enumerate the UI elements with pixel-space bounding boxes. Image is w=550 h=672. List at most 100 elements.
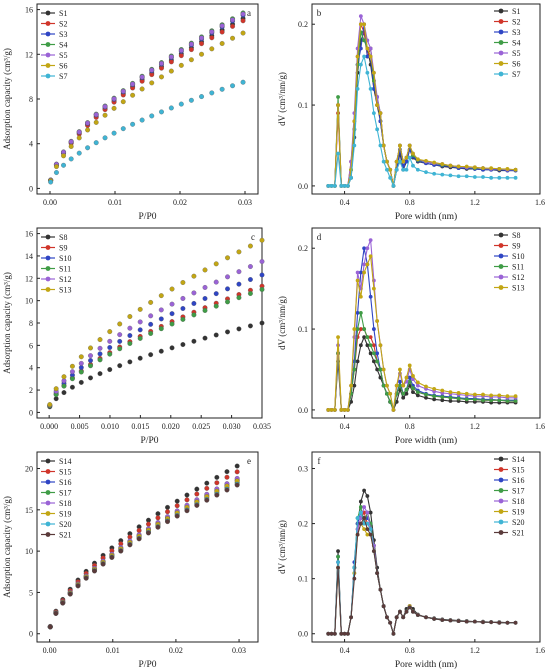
y-tick-label: 12 [25,274,33,283]
data-point-S6 [401,159,406,164]
data-point-S7 [391,184,396,188]
data-point-S5 [130,81,136,87]
legend-marker [45,458,51,464]
legend-label: S2 [59,20,67,29]
data-point-S6 [365,46,370,51]
series-line-S13 [328,256,516,411]
data-point-S7 [102,135,108,141]
x-tick-label: 0.03 [232,646,246,655]
data-point-S5 [93,112,99,118]
data-point-S7 [456,174,461,179]
legend-label: S13 [512,284,524,293]
y-tick-label: 0.1 [298,575,308,584]
legend-label: S18 [512,497,524,506]
legend-marker [45,287,51,292]
data-point-S10 [375,351,380,356]
data-point-S13 [448,390,453,395]
legend-marker [498,509,504,514]
data-point-S11 [407,379,412,384]
data-point-S20 [368,527,373,532]
data-point-S10 [148,321,154,327]
x-tick-label: 0.00 [43,646,57,655]
data-point-S7 [394,167,399,172]
data-point-S7 [388,175,393,180]
data-point-S13 [371,286,376,291]
data-point-S8 [432,397,437,402]
legend-label: S18 [59,499,71,508]
data-point-S11 [137,335,143,341]
data-point-S18 [365,510,370,515]
data-point-S12 [169,301,175,307]
data-point-S5 [159,60,164,66]
y-axis-label: dV (cm³/nm/g) [277,520,287,574]
data-point-S10 [213,291,219,297]
data-point-S7 [368,86,373,91]
data-point-S12 [127,325,133,331]
data-point-S13 [61,374,67,380]
data-point-S6 [472,165,477,170]
data-point-S12 [78,360,84,366]
legend-marker [498,530,504,535]
data-point-S6 [388,167,393,172]
x-axis-label: Pore width (nm) [395,659,457,670]
panel-a: 0.00 0.01 0.02 0.03 0 4 8 12 16 P/P0 Adsorption ca… [2,3,259,222]
data-point-S6 [505,167,510,171]
data-point-S12 [259,259,265,264]
data-point-S11 [202,308,208,313]
data-point-S11 [358,310,363,315]
data-point-S2 [209,35,215,41]
data-point-S7 [349,175,353,180]
legend-marker [498,285,504,290]
data-point-S13 [332,408,337,412]
data-point-S21 [407,605,412,610]
data-point-S6 [398,143,402,148]
y-axis-label: Adsorption capacity (cm³/g) [2,496,12,598]
legend-marker [45,479,51,485]
data-point-S3 [404,159,409,164]
data-point-S6 [61,153,66,159]
data-point-S12 [158,307,164,313]
data-point-S8 [97,371,103,377]
y-tick-label: 20 [25,465,33,474]
data-point-S5 [219,23,225,29]
legend-marker [498,477,504,483]
legend-label: S13 [59,286,71,295]
data-point-S14 [362,488,367,493]
data-point-S10 [362,246,367,251]
data-point-S11 [88,363,93,369]
data-point-S11 [401,391,406,396]
y-tick-label: 15 [25,506,33,515]
legend-marker [498,253,504,259]
data-point-S13 [259,237,265,243]
data-point-S6 [188,57,194,63]
data-point-S8 [440,398,445,403]
data-point-S10 [259,272,265,278]
data-point-S8 [415,393,420,398]
data-point-S8 [371,359,376,364]
legend-label: S6 [512,60,520,69]
data-point-S10 [107,345,113,350]
data-point-S10 [137,327,143,333]
data-point-S11 [456,396,461,401]
data-point-S19 [362,527,367,532]
data-point-S10 [169,311,175,317]
data-point-S21 [401,615,406,620]
data-point-S15 [194,491,200,497]
legend-label: S11 [59,265,71,274]
data-point-S4 [336,95,340,99]
data-point-S13 [489,393,494,398]
data-point-S21 [398,609,402,614]
data-point-S21 [385,615,389,620]
legend-marker [498,29,504,35]
data-point-S15 [214,480,220,486]
data-point-S21 [234,482,240,488]
data-point-S2 [178,53,184,59]
data-point-S8 [362,335,367,340]
data-point-S8 [169,345,175,351]
y-tick-label: 8 [29,319,33,328]
legend-label: S14 [59,457,71,466]
legend-label: S19 [512,508,524,517]
data-point-S7 [497,175,502,180]
data-point-S14 [204,480,210,486]
